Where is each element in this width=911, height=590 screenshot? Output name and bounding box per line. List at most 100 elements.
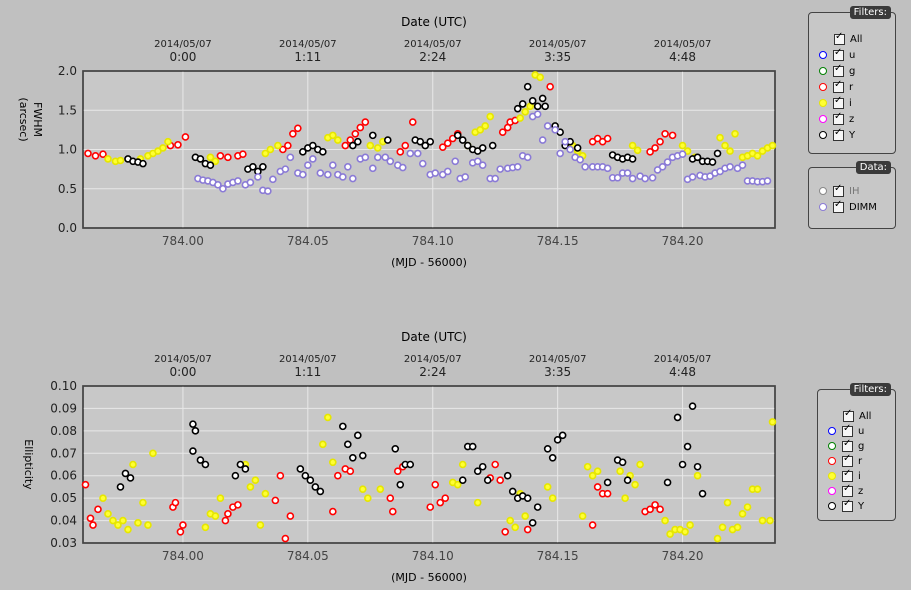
data-row-IH[interactable]: IH — [819, 183, 859, 197]
filter-top-checkbox-z[interactable] — [833, 111, 844, 125]
filters-legend-top: Filters: All ugrizY — [808, 6, 896, 154]
data-point-DIMM — [566, 145, 574, 154]
data-point-DIMM — [496, 165, 504, 173]
y-tick-label-1: 0.04 — [50, 514, 77, 528]
data-point-i — [129, 460, 137, 469]
filter-top-row-r[interactable]: r — [819, 79, 854, 93]
filter-top-checkbox-Y[interactable] — [833, 127, 844, 141]
data-point-Y — [458, 136, 467, 144]
filter-top-row-z[interactable]: z — [819, 111, 854, 125]
data-point-r — [89, 521, 97, 529]
filter-bottom-label-Y: Y — [858, 500, 865, 512]
data-point-i — [578, 512, 587, 520]
data-point-DIMM — [613, 173, 622, 182]
filter-top-row-Y[interactable]: Y — [819, 127, 855, 141]
filter-bottom-checkbox-r[interactable] — [842, 453, 853, 467]
top-axis-title-1: Date (UTC) — [401, 330, 467, 344]
data-checkbox-IH[interactable] — [833, 183, 844, 197]
data-point-Y — [523, 494, 532, 502]
data-point-Y — [503, 471, 512, 480]
y-tick-label-0: 1.5 — [58, 103, 77, 117]
data-point-Y — [139, 159, 147, 168]
filter-top-row-g[interactable]: g — [819, 63, 855, 77]
data-point-r — [546, 82, 554, 91]
filter-bottom-checkbox-i[interactable] — [842, 468, 853, 482]
data-point-Y — [236, 460, 245, 469]
filter-top-checkbox-g[interactable] — [833, 63, 844, 77]
filter-bottom-row-g[interactable]: g — [828, 438, 864, 452]
y-tick-label-1: 0.06 — [50, 469, 77, 483]
data-point-DIMM — [344, 162, 352, 171]
filter-top-checkbox-i[interactable] — [833, 95, 844, 109]
top-tick-time-1: 4:48 — [669, 365, 696, 379]
data-point-i — [731, 130, 739, 138]
filter-bottom-row-Y[interactable]: Y — [828, 498, 865, 512]
data-point-i — [144, 521, 152, 529]
filter-bottom-checkbox-Y[interactable] — [842, 498, 853, 512]
data-point-i — [453, 480, 462, 489]
data-point-i — [723, 498, 732, 507]
filter-bottom-row-z[interactable]: z — [828, 483, 863, 497]
data-point-i — [543, 483, 552, 491]
filter-top-row-All[interactable]: All — [819, 31, 862, 45]
top-tick-date-0: 2014/05/07 — [529, 39, 587, 50]
data-point-DIMM — [418, 159, 427, 168]
data-point-DIMM — [398, 163, 407, 172]
data-point-i — [114, 521, 122, 529]
data-point-Y — [259, 162, 267, 171]
x-tick-label-0: 784.10 — [412, 234, 454, 248]
data-point-r — [224, 153, 232, 162]
data-point-Y — [231, 471, 240, 480]
data-point-i — [329, 458, 337, 467]
filter-top-checkbox-u[interactable] — [833, 47, 844, 61]
filter-bottom-checkbox-g[interactable] — [842, 438, 853, 452]
top-tick-date-0: 2014/05/07 — [154, 39, 212, 50]
data-point-i — [593, 467, 602, 476]
data-point-i — [661, 516, 669, 525]
data-point-Y — [196, 155, 205, 163]
data-point-DIMM — [361, 153, 370, 162]
data-point-Y — [693, 153, 702, 162]
data-point-Y — [383, 136, 392, 144]
data-point-DIMM — [329, 161, 337, 169]
data-point-r — [216, 151, 225, 160]
plot-area-1 — [82, 385, 776, 544]
data-point-DIMM — [373, 153, 382, 162]
data-point-i — [376, 485, 385, 493]
filter-top-row-i[interactable]: i — [819, 95, 852, 109]
filter-top-marker-i-icon — [819, 99, 827, 107]
data-point-DIMM — [368, 164, 377, 173]
top-tick-time-1: 3:35 — [544, 365, 571, 379]
filter-bottom-row-u[interactable]: u — [828, 423, 864, 437]
filter-bottom-checkbox-All[interactable] — [843, 408, 854, 422]
filters-legend-bottom: Filters: All ugrizY — [817, 383, 896, 521]
filter-bottom-row-All[interactable]: All — [828, 408, 871, 422]
data-point-i — [753, 151, 762, 160]
data-point-i — [681, 527, 689, 536]
filter-bottom-checkbox-z[interactable] — [842, 483, 853, 497]
filter-bottom-checkbox-u[interactable] — [842, 423, 853, 437]
data-point-r — [603, 134, 612, 143]
data-point-DIMM — [556, 149, 564, 158]
data-point-Y — [396, 480, 405, 489]
data-point-Y — [663, 478, 672, 487]
y-axis-label2-0: (arcsec) — [17, 97, 30, 141]
data-row-DIMM[interactable]: DIMM — [819, 199, 877, 213]
data-point-i — [768, 141, 777, 150]
filter-top-label-r: r — [849, 81, 854, 93]
y-tick-label-1: 0.03 — [50, 536, 77, 550]
filter-top-checkbox-r[interactable] — [833, 79, 844, 93]
filter-top-marker-u-icon — [819, 51, 827, 59]
data-point-r — [94, 505, 102, 514]
top-tick-time-0: 1:11 — [294, 50, 321, 64]
filter-bottom-row-i[interactable]: i — [828, 468, 861, 482]
data-checkbox-DIMM[interactable] — [833, 199, 844, 213]
data-point-Y — [319, 148, 327, 156]
filter-top-row-u[interactable]: u — [819, 47, 855, 61]
filter-top-checkbox-All[interactable] — [834, 31, 845, 45]
data-point-Y — [468, 442, 477, 451]
top-tick-date-1: 2014/05/07 — [529, 354, 587, 365]
data-point-r — [496, 476, 504, 485]
filter-bottom-row-r[interactable]: r — [828, 453, 862, 467]
data-point-DIMM — [738, 161, 747, 169]
